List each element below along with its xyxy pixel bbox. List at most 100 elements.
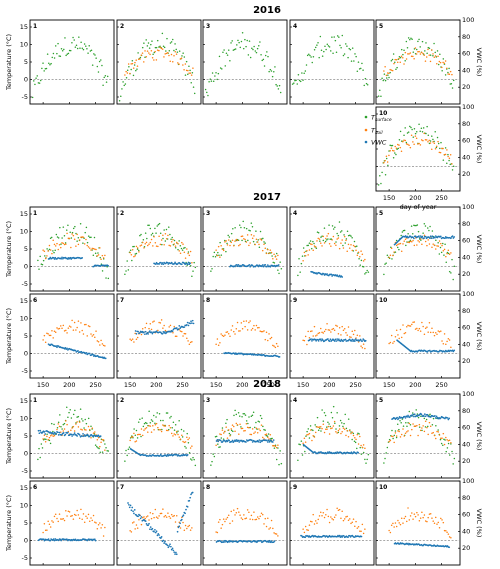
t-soil-point (87, 425, 90, 428)
t-surface-point (41, 447, 44, 449)
t-soil-point (426, 426, 428, 429)
t-soil-point (251, 327, 254, 330)
t-soil-point (155, 245, 158, 247)
t-surface-point (273, 262, 276, 264)
t-soil-point (153, 516, 155, 519)
vwc-point (155, 530, 158, 533)
vwc-point (406, 235, 409, 238)
t-soil-point (220, 333, 222, 335)
panel-2018-8: 8150200250day of year (202, 480, 288, 569)
panel-id-label: 7 (120, 484, 124, 491)
t-surface-point (152, 53, 154, 56)
t-surface-point (418, 426, 421, 428)
vwc-point (238, 441, 241, 443)
t-surface-point (316, 231, 319, 233)
t-soil-point (423, 430, 426, 433)
t-surface-point (156, 412, 158, 414)
t-surface-point (66, 229, 68, 231)
vwc-point (190, 320, 192, 323)
t-surface-point (169, 417, 171, 419)
panel-frame (29, 206, 115, 292)
t-surface-point (270, 70, 273, 72)
t-soil-point (51, 434, 53, 436)
t-soil-point (422, 52, 424, 55)
t-surface-point (66, 53, 69, 55)
y-tick-label-left: 10 (20, 415, 28, 423)
t-surface-point (335, 51, 338, 54)
x-tick-label: 150 (124, 381, 136, 389)
t-soil-point (384, 66, 386, 68)
t-surface-point (254, 426, 256, 429)
t-surface-point (350, 235, 352, 237)
t-soil-point (234, 240, 236, 242)
t-soil-point (420, 139, 423, 141)
year-title-2016: 2016 (253, 5, 281, 16)
panel-frame (116, 480, 202, 566)
t-soil-point (313, 436, 316, 438)
t-surface-point (74, 409, 76, 412)
t-soil-point (427, 433, 429, 436)
t-soil-point (437, 140, 439, 143)
t-soil-point (317, 518, 319, 521)
t-soil-point (446, 439, 448, 441)
vwc-point (164, 331, 166, 333)
vwc-point (54, 256, 57, 259)
t-soil-point (265, 433, 268, 435)
t-surface-point (96, 445, 98, 448)
t-surface-point (406, 425, 408, 428)
t-surface-point (399, 56, 402, 59)
t-surface-point (82, 48, 85, 51)
t-soil-point (270, 519, 273, 522)
t-surface-point (350, 60, 353, 62)
t-soil-point (240, 427, 243, 430)
t-soil-point (178, 436, 181, 438)
t-soil-point (398, 430, 400, 433)
vwc-point (330, 273, 333, 276)
t-surface-point (191, 275, 193, 277)
t-soil-point (173, 243, 175, 245)
t-surface-point (243, 226, 246, 229)
t-soil-point (427, 48, 429, 51)
t-soil-point (407, 53, 409, 55)
t-soil-point (160, 512, 163, 515)
t-soil-point (184, 63, 187, 65)
t-surface-point (451, 258, 453, 261)
t-surface-point (48, 62, 50, 65)
t-soil-point (328, 521, 331, 524)
y-tick-label-left: -5 (22, 554, 28, 562)
t-soil-point (144, 427, 146, 430)
y-tick-label-right: 60 (462, 50, 470, 58)
t-surface-point (318, 56, 320, 59)
t-surface-point (338, 36, 340, 38)
t-surface-point (297, 74, 300, 76)
t-soil-point (331, 328, 333, 331)
t-soil-point (144, 50, 146, 52)
t-soil-point (436, 430, 438, 433)
t-soil-point (235, 422, 238, 425)
t-soil-point (400, 55, 403, 58)
t-surface-point (219, 241, 221, 244)
y-axis-label-left: Temperature (°C) (5, 495, 13, 552)
t-soil-point (141, 241, 144, 244)
t-surface-point (411, 38, 413, 40)
t-surface-point (239, 415, 241, 417)
t-soil-point (443, 333, 446, 335)
t-soil-point (306, 249, 308, 252)
vwc-point (235, 440, 237, 443)
t-soil-point (336, 325, 338, 327)
t-surface-point (390, 144, 393, 147)
t-surface-point (351, 438, 353, 441)
t-soil-point (72, 518, 75, 520)
t-soil-point (162, 508, 164, 510)
t-surface-point (403, 229, 406, 232)
t-surface-point (403, 49, 405, 51)
t-surface-point (331, 36, 333, 38)
t-surface-point (258, 421, 261, 423)
vwc-point (354, 338, 357, 340)
t-surface-point (165, 50, 167, 52)
t-surface-point (242, 220, 244, 223)
t-soil-point (53, 330, 56, 332)
t-surface-point (439, 246, 442, 249)
t-surface-point (193, 458, 195, 461)
t-soil-point (436, 145, 438, 147)
